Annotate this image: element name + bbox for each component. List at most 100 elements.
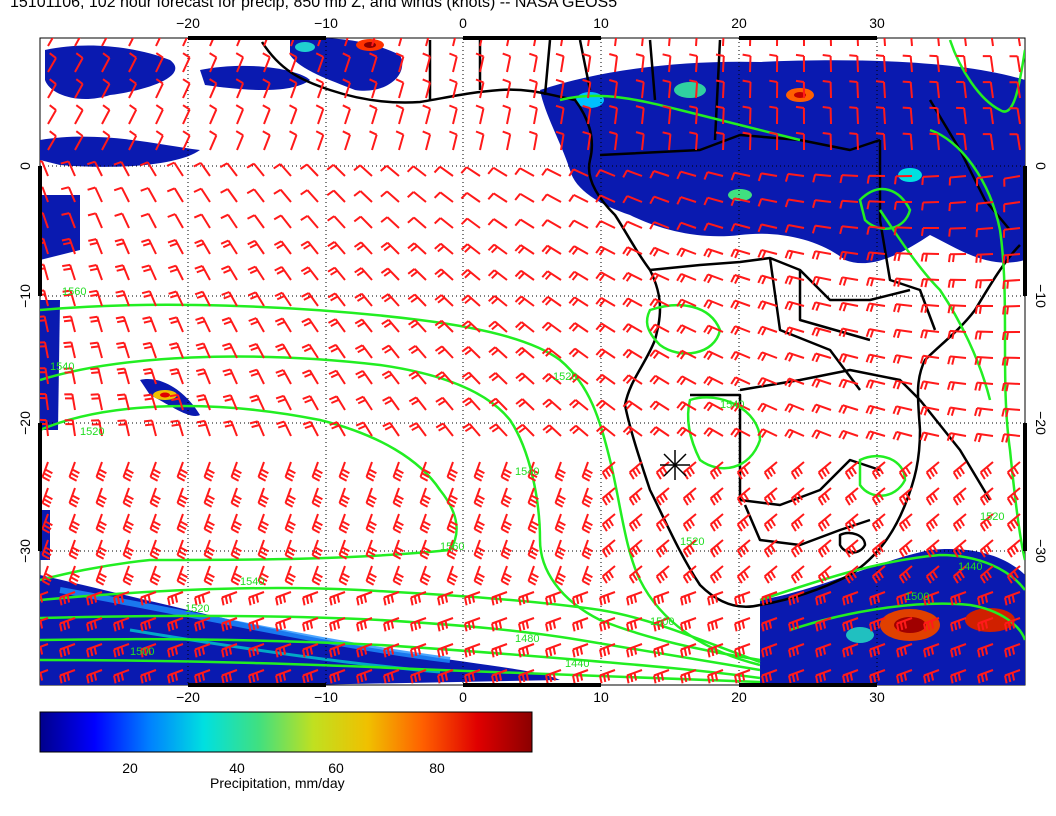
wind-barb-icon [230,461,242,482]
wind-barb-icon [395,52,405,73]
lon-tick-label: 20 [731,689,747,705]
wind-barb-icon [595,168,616,178]
colorbar-ticks: 20 40 60 80 [122,760,445,776]
wind-barb-icon [143,393,157,411]
wind-barb-icon [365,513,377,534]
wind-barb-icon [950,617,967,632]
wind-barb-icon [355,421,373,437]
wind-barb-icon [668,38,671,47]
wind-barb-icon [248,317,265,333]
wind-barb-icon [329,643,346,658]
contour-label: 1500 [650,616,674,628]
wind-barb-icon [140,643,157,658]
wind-barb-icon [289,130,298,151]
wind-barb-icon [1001,382,1021,392]
wind-barb-icon [581,513,593,534]
wind-barb-icon [811,326,832,337]
wind-barb-icon [622,220,643,229]
wind-barb-icon [275,617,292,632]
wind-barb-icon [715,131,725,151]
wind-barb-icon [475,104,485,125]
wind-barb-icon [407,191,427,203]
wind-barb-icon [311,565,323,586]
wind-barb-icon [676,401,697,411]
wind-barb-icon [195,342,211,359]
wind-barb-icon [545,669,562,684]
wind-barb-icon [515,423,535,437]
wind-barb-icon [68,461,80,482]
wind-barb-icon [203,487,215,508]
colorbar [39,711,533,753]
wind-barb-icon [195,368,211,385]
wind-barb-icon [568,347,589,359]
wind-barb-icon [194,239,211,255]
wind-barb-icon [703,196,724,206]
wind-barb-icon [1002,227,1021,238]
wind-barb-icon [898,513,913,532]
wind-barb-icon [974,304,994,314]
wind-barb-icon [822,132,832,151]
wind-barb-icon [866,174,886,184]
wind-barb-icon [653,643,670,658]
wind-barb-icon [925,565,940,584]
wind-barb-icon [902,132,913,151]
wind-barb-icon [143,419,157,437]
wind-barb-icon [90,367,103,385]
wind-barb-icon [122,539,134,560]
wind-barb-icon [761,591,778,606]
wind-barb-icon [1004,617,1021,632]
wind-barb-icon [380,164,400,177]
wind-barb-icon [460,191,481,203]
wind-barb-icon [626,617,643,632]
wind-barb-icon [788,617,805,632]
wind-barb-icon [948,253,967,263]
wind-barb-icon [257,461,269,482]
contour-label: 1560 [62,286,86,298]
wind-barb-icon [956,80,967,99]
wind-barb-icon [40,393,49,411]
wind-barb-icon [446,487,458,508]
wind-barb-icon [595,399,616,411]
wind-barb-icon [338,539,350,560]
wind-barb-icon [709,487,724,506]
wind-barb-icon [790,461,805,480]
wind-barb-icon [140,617,157,632]
wind-barb-icon [695,38,698,47]
wind-barb-icon [655,513,670,532]
wind-barb-icon [500,461,512,482]
wind-barb-icon [435,422,454,437]
wind-barb-icon [763,487,778,506]
wind-barb-icon [763,539,778,558]
wind-barb-icon [203,539,215,560]
wind-barb-icon [622,348,643,359]
wind-barb-icon [221,291,238,307]
wind-barb-icon [61,237,76,255]
wind-barb-icon [182,52,191,73]
wind-barb-icon [342,78,351,99]
wind-barb-icon [328,369,346,385]
wind-barb-icon [795,131,805,151]
wind-barb-icon [222,368,238,385]
wind-barb-icon [113,591,130,606]
wind-barb-icon [883,38,886,47]
wind-barb-icon [500,487,512,508]
wind-barb-icon [117,419,130,437]
wind-barb-icon [839,174,859,184]
wind-barb-icon [979,565,994,584]
wind-barb-icon [408,422,427,437]
wind-barb-icon [301,292,319,307]
wind-barb-icon [86,643,103,658]
wind-barb-icon [74,130,84,151]
wind-barb-icon [328,318,346,333]
wind-barb-icon [353,190,373,203]
wind-barb-icon [196,394,211,411]
wind-barb-icon [952,513,967,532]
wind-barb-icon [788,643,805,658]
wind-barb-icon [919,354,940,365]
wind-barb-icon [143,367,157,385]
wind-barb-icon [518,669,535,684]
wind-barb-icon [47,104,57,125]
wind-barb-icon [541,167,562,177]
wind-barb-icon [893,303,913,313]
wind-barb-icon [875,106,886,125]
